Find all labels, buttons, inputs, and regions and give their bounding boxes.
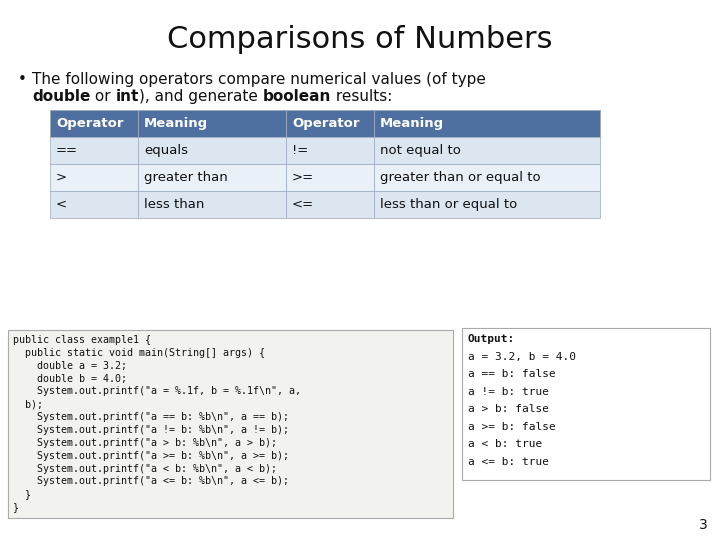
Text: or: or: [91, 89, 116, 104]
Text: public class example1 {: public class example1 {: [13, 335, 151, 345]
Bar: [50, 137, 138, 164]
Bar: [50, 164, 138, 191]
Text: less than: less than: [144, 198, 204, 211]
Bar: [374, 137, 600, 164]
Bar: [286, 137, 374, 164]
Text: System.out.printf("a = %.1f, b = %.1f\n", a,: System.out.printf("a = %.1f, b = %.1f\n"…: [13, 387, 301, 396]
Text: ), and generate: ), and generate: [139, 89, 263, 104]
Text: System.out.printf("a <= b: %b\n", a <= b);: System.out.printf("a <= b: %b\n", a <= b…: [13, 476, 289, 487]
Text: System.out.printf("a != b: %b\n", a != b);: System.out.printf("a != b: %b\n", a != b…: [13, 425, 289, 435]
Text: >=: >=: [292, 171, 314, 184]
Text: greater than: greater than: [144, 171, 228, 184]
Text: a == b: false: a == b: false: [468, 369, 556, 380]
Text: double a = 3.2;: double a = 3.2;: [13, 361, 127, 371]
Text: b);: b);: [13, 399, 43, 409]
Text: double: double: [32, 89, 91, 104]
Bar: [286, 110, 374, 137]
Text: not equal to: not equal to: [380, 144, 461, 157]
Text: a <= b: true: a <= b: true: [468, 457, 549, 467]
Text: boolean: boolean: [263, 89, 331, 104]
Text: System.out.printf("a < b: %b\n", a < b);: System.out.printf("a < b: %b\n", a < b);: [13, 463, 277, 474]
Bar: [374, 164, 600, 191]
Text: Meaning: Meaning: [144, 117, 208, 130]
Text: less than or equal to: less than or equal to: [380, 198, 517, 211]
Text: equals: equals: [144, 144, 188, 157]
Text: }: }: [13, 489, 31, 500]
Text: 3: 3: [699, 518, 708, 532]
Bar: [138, 191, 286, 218]
Text: System.out.printf("a == b: %b\n", a == b);: System.out.printf("a == b: %b\n", a == b…: [13, 412, 289, 422]
Text: <: <: [56, 198, 67, 211]
Text: Operator: Operator: [292, 117, 359, 130]
Text: a = 3.2, b = 4.0: a = 3.2, b = 4.0: [468, 352, 576, 362]
Text: greater than or equal to: greater than or equal to: [380, 171, 541, 184]
Bar: [138, 164, 286, 191]
Text: Operator: Operator: [56, 117, 124, 130]
Text: ==: ==: [56, 144, 78, 157]
Text: int: int: [116, 89, 139, 104]
Text: •: •: [18, 72, 27, 87]
Text: System.out.printf("a > b: %b\n", a > b);: System.out.printf("a > b: %b\n", a > b);: [13, 438, 277, 448]
Text: public static void main(String[] args) {: public static void main(String[] args) {: [13, 348, 265, 358]
Text: a != b: true: a != b: true: [468, 387, 549, 397]
Text: !=: !=: [292, 144, 308, 157]
Text: >: >: [56, 171, 67, 184]
Text: a > b: false: a > b: false: [468, 404, 549, 414]
Bar: [286, 191, 374, 218]
Text: The following operators compare numerical values (of type: The following operators compare numerica…: [32, 72, 486, 87]
Text: Output:: Output:: [468, 334, 516, 344]
Text: a >= b: false: a >= b: false: [468, 422, 556, 431]
Bar: [50, 110, 138, 137]
Bar: [138, 137, 286, 164]
Text: }: }: [13, 502, 19, 512]
Bar: [138, 110, 286, 137]
Bar: [374, 191, 600, 218]
Text: double b = 4.0;: double b = 4.0;: [13, 374, 127, 383]
Text: a < b: true: a < b: true: [468, 439, 542, 449]
Text: Comparisons of Numbers: Comparisons of Numbers: [167, 25, 553, 54]
Text: results:: results:: [331, 89, 392, 104]
Text: System.out.printf("a >= b: %b\n", a >= b);: System.out.printf("a >= b: %b\n", a >= b…: [13, 451, 289, 461]
Bar: [8, 330, 453, 518]
Bar: [462, 328, 710, 480]
Text: <=: <=: [292, 198, 314, 211]
Bar: [286, 164, 374, 191]
Bar: [50, 191, 138, 218]
Text: Meaning: Meaning: [380, 117, 444, 130]
Bar: [374, 110, 600, 137]
